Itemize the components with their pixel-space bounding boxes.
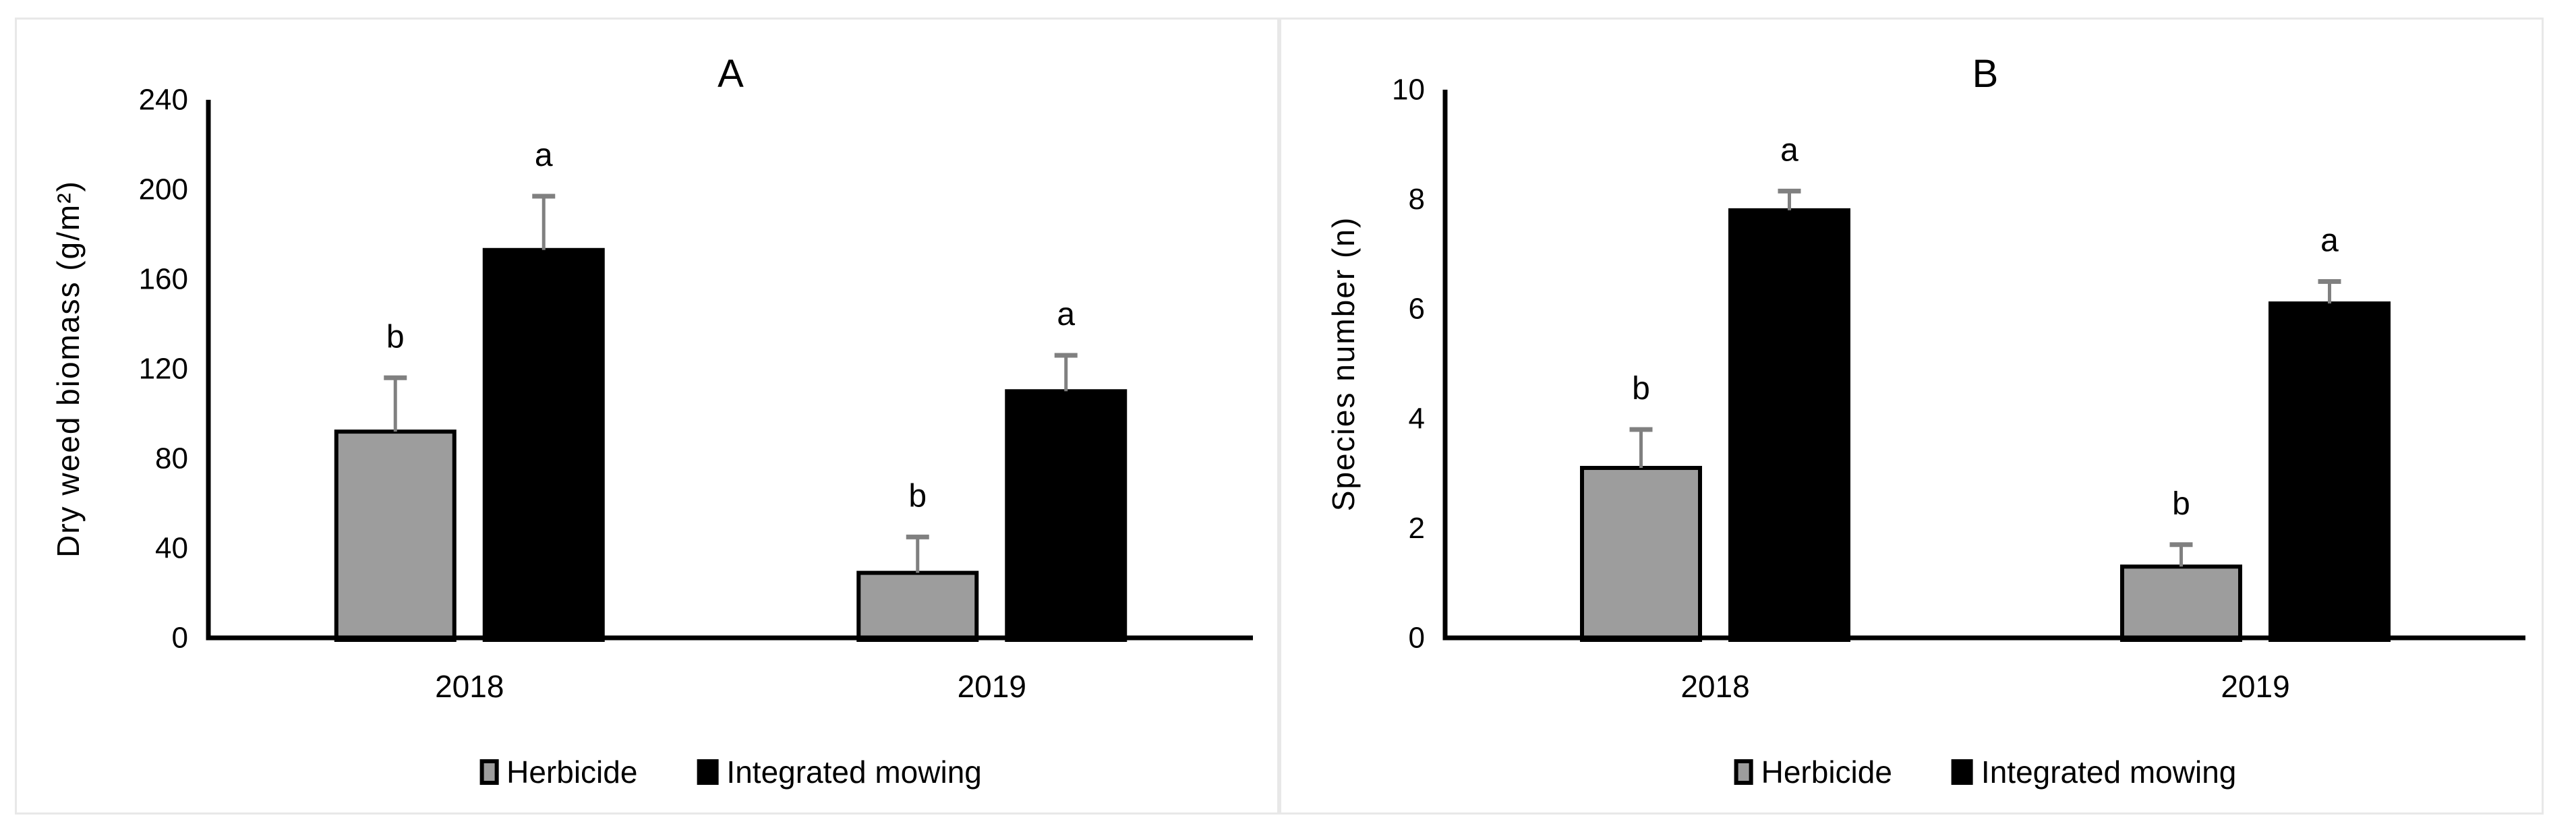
y-tick-label: 80	[155, 442, 188, 475]
legend-swatch-herbicide	[1734, 759, 1753, 785]
bar-integrated-mowing-2018	[1728, 208, 1850, 642]
panel-b: B 0 2 4 6 8 10 Species number (n) b b a a 2018 2019 H…	[1279, 18, 2544, 815]
legend-item-integrated-mowing: Integrated mowing	[697, 753, 982, 791]
bar-herbicide-2019	[2120, 564, 2242, 642]
legend-swatch-integrated-mowing	[697, 759, 719, 785]
x-category-label: 2018	[435, 669, 504, 704]
legend-label-integrated-mowing: Integrated mowing	[726, 755, 982, 790]
y-tick-label: 8	[1409, 183, 1425, 216]
sig-letter-herbicide-2018: b	[386, 319, 405, 355]
bar-herbicide-2018	[1580, 465, 1702, 642]
panel-title: B	[1972, 52, 1999, 96]
legend-swatch-herbicide	[479, 759, 499, 785]
legend-label-herbicide: Herbicide	[1761, 755, 1892, 790]
x-category-label: 2018	[1680, 669, 1749, 704]
bar-herbicide-2018	[334, 430, 457, 642]
y-tick-label: 10	[1392, 73, 1425, 107]
sig-letter-integrated-mowing-2019: a	[1057, 297, 1075, 332]
sig-letter-integrated-mowing-2019: a	[2320, 223, 2339, 259]
sig-letter-herbicide-2018: b	[1632, 371, 1650, 407]
bar-integrated-mowing-2018	[482, 247, 605, 642]
bar-herbicide-2019	[856, 570, 979, 643]
legend-label-integrated-mowing: Integrated mowing	[1981, 755, 2237, 790]
y-tick-label: 2	[1409, 512, 1425, 545]
bar-integrated-mowing-2019	[2268, 301, 2391, 642]
x-category-label: 2019	[2221, 669, 2289, 704]
y-axis-title: Species number (n)	[1326, 216, 1361, 511]
figure: A 0 40 80 120 160 200 240 Dry weed biomass (g/m²…	[15, 18, 2548, 815]
legend-item-herbicide: Herbicide	[479, 753, 637, 791]
panel-a: A 0 40 80 120 160 200 240 Dry weed biomass (g/m²…	[15, 18, 1279, 815]
legend-swatch-integrated-mowing	[1951, 759, 1973, 785]
sig-letter-integrated-mowing-2018: a	[1780, 132, 1798, 168]
legend-item-integrated-mowing: Integrated mowing	[1951, 753, 2237, 791]
y-tick-label: 240	[139, 84, 188, 117]
sig-letter-herbicide-2019: b	[2172, 486, 2190, 522]
legend: Herbicide Integrated mowing	[1734, 753, 2237, 791]
bar-integrated-mowing-2019	[1005, 389, 1128, 642]
legend-item-herbicide: Herbicide	[1734, 753, 1892, 791]
x-category-label: 2019	[958, 669, 1026, 704]
legend-label-herbicide: Herbicide	[506, 755, 638, 790]
y-tick-label: 200	[139, 173, 188, 206]
y-tick-label: 6	[1409, 293, 1425, 326]
chart-b-svg: B 0 2 4 6 8 10 Species number (n) b b a a 2018 2019	[1326, 52, 2525, 704]
y-tick-label: 4	[1409, 402, 1425, 435]
sig-letter-herbicide-2019: b	[908, 478, 927, 514]
y-tick-label: 0	[1409, 622, 1425, 655]
y-axis-title: Dry weed biomass (g/m²)	[51, 180, 86, 558]
y-tick-label: 120	[139, 353, 188, 386]
panel-title: A	[718, 52, 744, 96]
y-tick-label: 40	[155, 532, 188, 565]
y-tick-label: 0	[172, 622, 188, 655]
chart-a-svg: A 0 40 80 120 160 200 240 Dry weed biomass (g/m²…	[51, 52, 1253, 704]
legend: Herbicide Integrated mowing	[479, 753, 982, 791]
sig-letter-integrated-mowing-2018: a	[535, 138, 553, 173]
y-tick-label: 160	[139, 263, 188, 296]
